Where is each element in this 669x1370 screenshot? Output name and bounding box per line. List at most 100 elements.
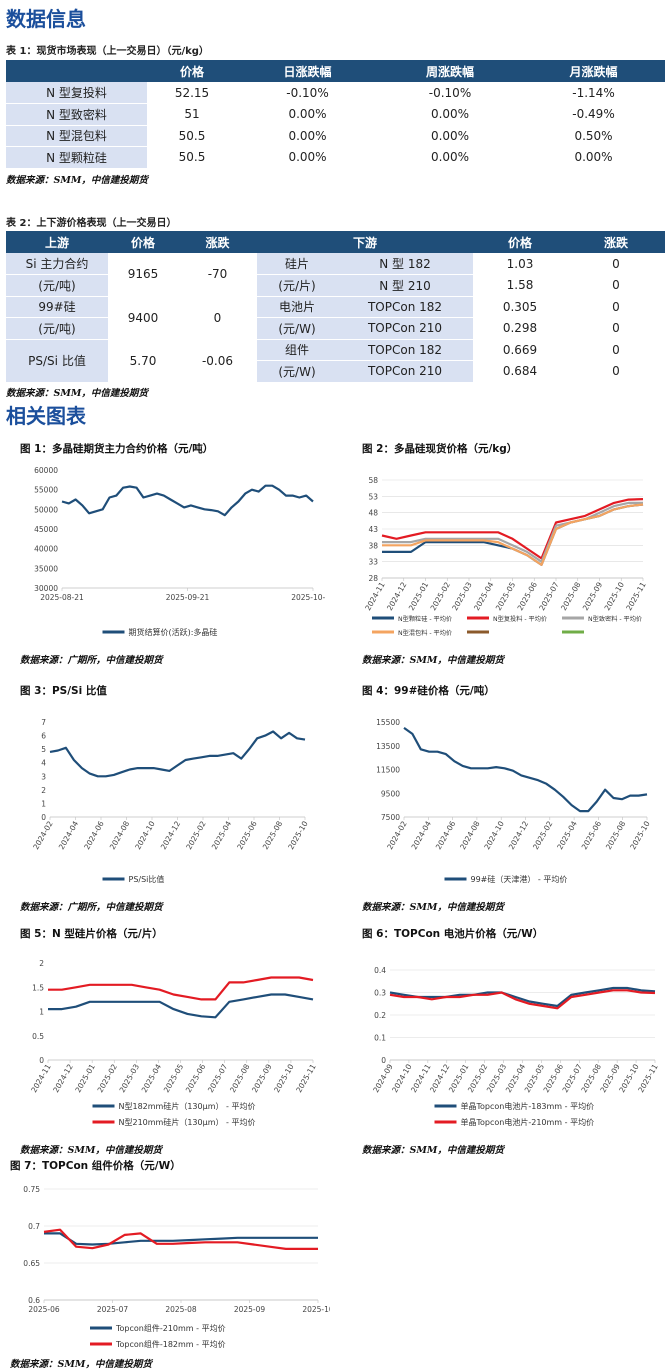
y-tick-label: 0.1 bbox=[374, 1034, 386, 1043]
cell: -0.49% bbox=[522, 103, 665, 126]
x-tick-label: 2025-10 bbox=[628, 819, 652, 851]
cell: 0.50% bbox=[522, 125, 665, 147]
cell: 0.00% bbox=[237, 103, 378, 126]
series-line bbox=[44, 1232, 318, 1246]
y-tick-label: 35000 bbox=[34, 564, 58, 573]
chart-svg: 图 7：TOPCon 组件价格（元/W）0.750.70.650.62025-0… bbox=[10, 1159, 334, 1349]
y-tick-label: 30000 bbox=[34, 584, 58, 593]
cell: 1.03 bbox=[473, 253, 567, 275]
header-cell: 日涨跌幅 bbox=[237, 60, 378, 82]
chart-svg: 图 4：99#硅价格（元/吨）1550013500115009500750020… bbox=[362, 684, 652, 884]
chart-fig4: 图 4：99#硅价格（元/吨） 15500 13500 11500 9500 7500 20… bbox=[362, 682, 667, 913]
x-tick-label: 2024-12 bbox=[385, 580, 409, 612]
x-tick-label: 2024-10 bbox=[482, 819, 506, 851]
series-line bbox=[49, 730, 306, 778]
cell: -0.10% bbox=[237, 82, 378, 104]
x-tick-label: 2024-06 bbox=[434, 819, 458, 851]
y-tick-label: 11500 bbox=[376, 766, 400, 775]
x-tick-label: 2025-10 bbox=[603, 580, 627, 612]
x-tick-label: 2025-06 bbox=[516, 580, 540, 612]
cell: 50.5 bbox=[147, 125, 237, 147]
y-tick-label: 9500 bbox=[381, 789, 400, 798]
x-tick-label: 2025-07 bbox=[537, 580, 561, 612]
x-tick-label: 2025-04 bbox=[210, 819, 234, 851]
series-line bbox=[389, 986, 656, 1008]
x-tick-label: 2025-10 bbox=[286, 819, 310, 851]
y-tick-label: 0 bbox=[381, 1056, 386, 1065]
header-cell: 月涨跌幅 bbox=[522, 60, 665, 82]
legend-label: Topcon组件-182mm - 平均价 bbox=[115, 1339, 226, 1349]
chart-title: 图 3：PS/Si 比值 bbox=[20, 684, 107, 697]
cell: 0 bbox=[567, 339, 665, 361]
table-row: PS/Si 比值 5.70 -0.06 组件 TOPCon 182 0.669 … bbox=[6, 339, 665, 383]
table-row: 99#硅 9400 0 电池片 TOPCon 182 0.305 0 bbox=[6, 296, 665, 340]
header-cell: 价格 bbox=[473, 231, 567, 253]
y-tick-label: 0.6 bbox=[28, 1296, 40, 1305]
x-tick-label: 2025-10 bbox=[302, 1305, 330, 1314]
legend-label: 单晶Topcon电池片-210mm - 平均价 bbox=[461, 1117, 595, 1127]
chart-fig6: 图 6：TOPCon 电池片价格（元/W） 0.4 0.3 0.2 0.1 0 2024-0… bbox=[362, 925, 667, 1156]
cell: 52.15 bbox=[147, 82, 237, 104]
x-tick-label: 2025-04 bbox=[472, 580, 496, 612]
series-line bbox=[43, 1228, 318, 1251]
chart-fig2: 图 2：多晶硅现货价格（元/kg） 58 53 48 43 38 33 28 2024-11 20… bbox=[362, 440, 667, 666]
chart-source: 数据来源：SMM，中信建投期货 bbox=[10, 1359, 152, 1370]
cell: 0.684 bbox=[473, 360, 567, 383]
x-tick-label: 2025-08 bbox=[228, 1062, 252, 1094]
chart-source: 数据来源：SMM，中信建投期货 bbox=[362, 902, 504, 913]
x-tick-label: 2024-08 bbox=[108, 819, 132, 851]
y-tick-label: 0.4 bbox=[374, 966, 386, 975]
legend-label: N型致密料 - 平均价 bbox=[588, 615, 642, 623]
x-tick-label: 2025-03 bbox=[118, 1062, 142, 1094]
x-tick-label: 2025-08 bbox=[165, 1305, 197, 1314]
legend-label: N型颗粒硅 - 平均价 bbox=[398, 615, 452, 623]
y-tick-label: 43 bbox=[368, 525, 378, 534]
table-row: (元/吨) (元/片) N 型 210 1.58 0 bbox=[6, 274, 665, 297]
x-tick-label: 2025-02 bbox=[184, 819, 208, 851]
x-tick-label: 2025-02 bbox=[429, 580, 453, 612]
x-tick-label: 2024-12 bbox=[159, 819, 183, 851]
chart-source: 数据来源：SMM，中信建投期货 bbox=[362, 655, 504, 666]
cell: 51 bbox=[147, 103, 237, 126]
y-tick-label: 58 bbox=[368, 476, 378, 485]
series-line bbox=[382, 503, 644, 567]
cell: N 型致密料 bbox=[6, 103, 147, 126]
y-tick-label: 40000 bbox=[34, 545, 58, 554]
cell: (元/W) bbox=[257, 360, 337, 383]
table2-caption: 表 2：上下游价格表现（上一交易日） bbox=[6, 218, 177, 229]
legend-label: N型210mm硅片（130μm） - 平均价 bbox=[119, 1117, 256, 1127]
y-tick-label: 7 bbox=[41, 718, 46, 727]
chart-svg: 图 6：TOPCon 电池片价格（元/W）0.40.30.20.102024-0… bbox=[362, 927, 660, 1127]
cell: N 型复投料 bbox=[6, 82, 147, 104]
table-row: N 型致密料 51 0.00% 0.00% -0.49% bbox=[6, 103, 665, 126]
table1-caption: 表 1：现货市场表现（上一交易日）（元/kg） bbox=[6, 46, 209, 57]
y-tick-label: 0.5 bbox=[32, 1032, 44, 1041]
cell: N 型混包料 bbox=[6, 125, 147, 147]
series-line bbox=[382, 501, 643, 563]
y-tick-label: 2 bbox=[41, 786, 46, 795]
cell: -0.10% bbox=[378, 82, 522, 104]
cell: N 型 210 bbox=[337, 274, 473, 297]
cell: 0 bbox=[567, 317, 665, 340]
header-cell bbox=[6, 60, 147, 82]
x-tick-label: 2025-06 bbox=[235, 819, 259, 851]
header-cell: 价格 bbox=[147, 60, 237, 82]
x-tick-label: 2024-04 bbox=[410, 819, 434, 851]
chart-fig5: 图 5：N 型硅片价格（元/片） 2 1.5 1 0.5 0 2024-11 2024-12 2… bbox=[20, 925, 325, 1156]
y-tick-label: 50000 bbox=[34, 505, 58, 514]
cell: (元/W) bbox=[257, 317, 337, 340]
x-tick-label: 2025-05 bbox=[494, 580, 518, 612]
cell: 0.00% bbox=[378, 103, 522, 126]
chart-title: 图 4：99#硅价格（元/吨） bbox=[362, 684, 495, 697]
header-cell: 价格 bbox=[108, 231, 178, 253]
x-tick-label: 2025-04 bbox=[555, 819, 579, 851]
cell: 0.00% bbox=[378, 146, 522, 169]
header-cell: 上游 bbox=[6, 231, 108, 253]
y-tick-label: 0.75 bbox=[23, 1185, 40, 1194]
chart-title: 图 5：N 型硅片价格（元/片） bbox=[20, 927, 163, 940]
y-tick-label: 4 bbox=[41, 759, 46, 768]
y-tick-label: 1 bbox=[41, 799, 46, 808]
legend-label: N型复投料 - 平均价 bbox=[493, 615, 547, 623]
cell: 0 bbox=[178, 296, 257, 340]
series-line bbox=[381, 498, 644, 560]
